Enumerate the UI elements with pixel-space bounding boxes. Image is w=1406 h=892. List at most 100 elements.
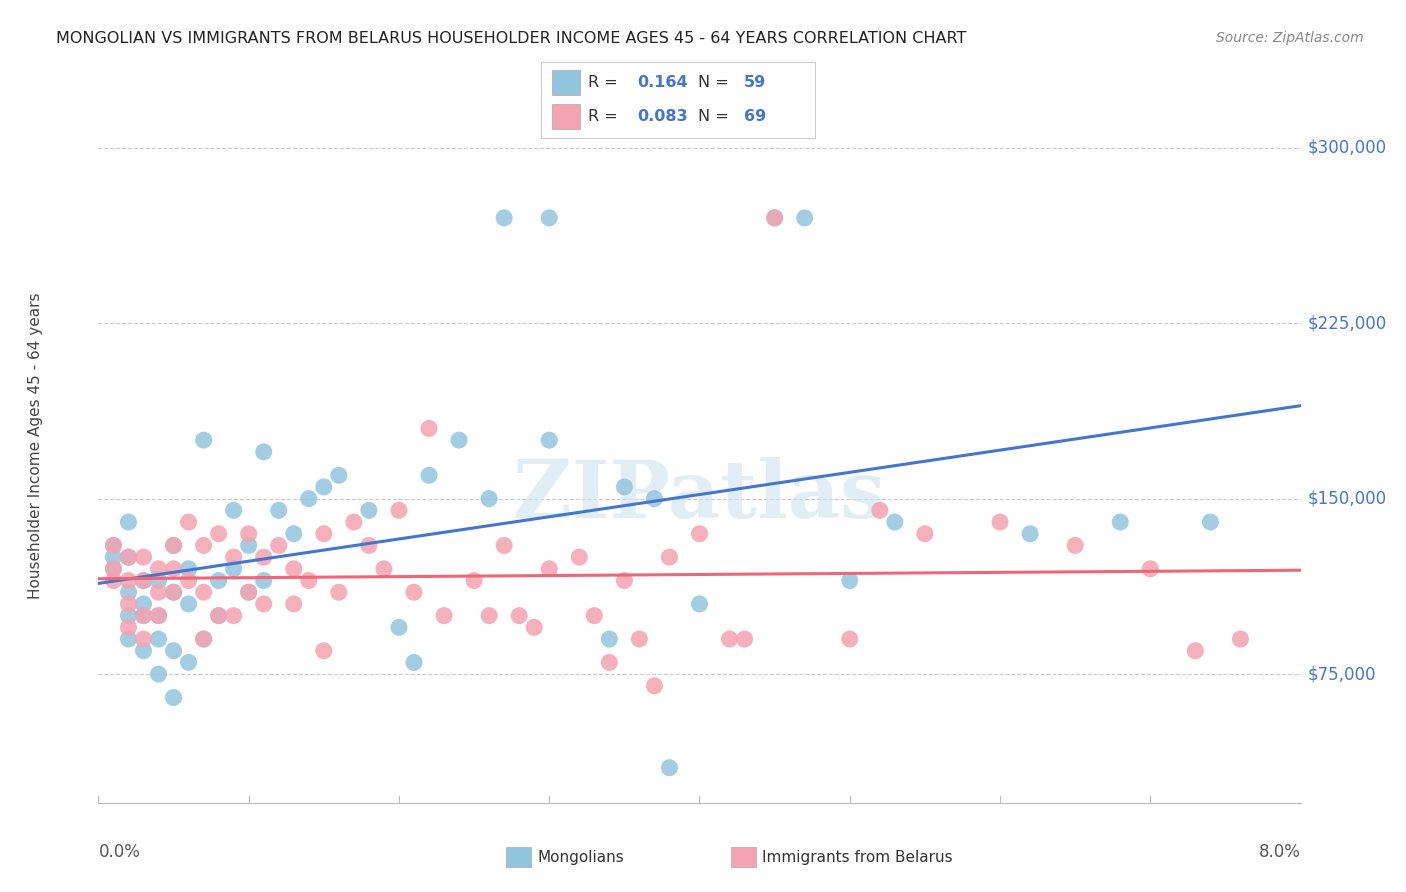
Point: [328, 468, 350, 483]
Point: [643, 491, 665, 506]
Text: 59: 59: [744, 75, 766, 90]
Point: [148, 608, 170, 623]
Point: [418, 421, 440, 435]
Point: [643, 679, 665, 693]
Point: [193, 632, 215, 646]
Point: [478, 491, 501, 506]
Point: [343, 515, 366, 529]
Point: [132, 644, 155, 658]
Point: [763, 211, 786, 225]
Point: [117, 550, 139, 565]
Point: [508, 608, 530, 623]
Point: [208, 526, 231, 541]
Point: [162, 538, 184, 552]
Point: [494, 538, 516, 552]
Point: [132, 632, 155, 646]
Point: [208, 608, 231, 623]
Point: [162, 585, 184, 599]
Point: [312, 480, 335, 494]
Point: [402, 656, 425, 670]
Point: [222, 608, 245, 623]
Point: [793, 211, 815, 225]
Point: [568, 550, 591, 565]
Point: [763, 211, 786, 225]
Point: [148, 574, 170, 588]
Point: [628, 632, 651, 646]
Point: [373, 562, 395, 576]
Point: [117, 515, 139, 529]
Point: [132, 608, 155, 623]
Point: [583, 608, 606, 623]
Text: Mongolians: Mongolians: [537, 850, 624, 864]
Point: [914, 526, 936, 541]
Point: [148, 667, 170, 681]
Text: R =: R =: [588, 109, 617, 124]
Point: [117, 597, 139, 611]
Point: [613, 480, 636, 494]
Text: $225,000: $225,000: [1308, 314, 1386, 332]
Text: N =: N =: [697, 109, 728, 124]
Point: [132, 597, 155, 611]
Point: [1199, 515, 1222, 529]
Point: [312, 644, 335, 658]
Point: [388, 620, 411, 634]
FancyBboxPatch shape: [553, 104, 579, 129]
Point: [734, 632, 756, 646]
Point: [208, 608, 231, 623]
Point: [222, 550, 245, 565]
Point: [148, 562, 170, 576]
Point: [328, 585, 350, 599]
Text: Source: ZipAtlas.com: Source: ZipAtlas.com: [1216, 31, 1364, 45]
Point: [162, 644, 184, 658]
Point: [1139, 562, 1161, 576]
Point: [117, 620, 139, 634]
Point: [132, 550, 155, 565]
Text: $300,000: $300,000: [1308, 138, 1386, 157]
Point: [267, 503, 290, 517]
Point: [538, 211, 561, 225]
Point: [177, 574, 200, 588]
Point: [148, 608, 170, 623]
Point: [463, 574, 485, 588]
Point: [267, 538, 290, 552]
Point: [298, 491, 321, 506]
Point: [177, 656, 200, 670]
Point: [598, 656, 620, 670]
Point: [298, 574, 321, 588]
Point: [523, 620, 546, 634]
Text: 69: 69: [744, 109, 766, 124]
Point: [312, 526, 335, 541]
Point: [418, 468, 440, 483]
Point: [1064, 538, 1087, 552]
Point: [1109, 515, 1132, 529]
Point: [162, 585, 184, 599]
Point: [283, 597, 305, 611]
Text: N =: N =: [697, 75, 728, 90]
FancyBboxPatch shape: [553, 70, 579, 95]
Point: [538, 562, 561, 576]
Point: [132, 608, 155, 623]
Point: [253, 550, 276, 565]
Point: [117, 585, 139, 599]
Point: [193, 632, 215, 646]
Point: [598, 632, 620, 646]
Point: [478, 608, 501, 623]
Point: [117, 550, 139, 565]
Point: [208, 574, 231, 588]
Point: [103, 538, 125, 552]
Point: [869, 503, 891, 517]
Point: [238, 585, 260, 599]
Point: [613, 574, 636, 588]
Point: [103, 562, 125, 576]
Text: Householder Income Ages 45 - 64 years: Householder Income Ages 45 - 64 years: [28, 293, 42, 599]
Point: [193, 585, 215, 599]
Text: 0.083: 0.083: [637, 109, 688, 124]
Point: [1019, 526, 1042, 541]
Point: [162, 538, 184, 552]
Point: [148, 585, 170, 599]
Point: [357, 503, 380, 517]
Point: [253, 445, 276, 459]
Point: [117, 632, 139, 646]
Point: [193, 538, 215, 552]
Text: 0.164: 0.164: [637, 75, 688, 90]
